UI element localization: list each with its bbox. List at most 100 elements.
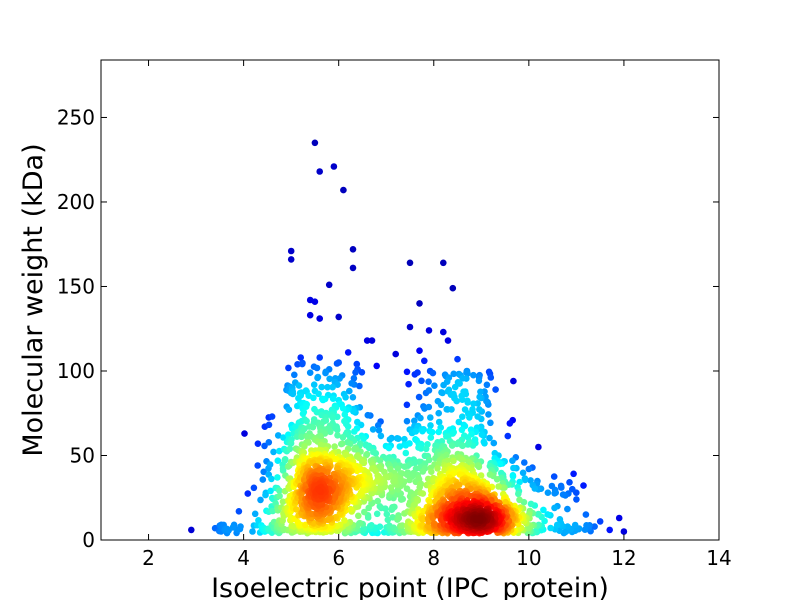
scatter-point: [375, 427, 383, 434]
scatter-point: [229, 524, 237, 531]
scatter-point: [349, 246, 357, 253]
scatter-point: [287, 440, 295, 447]
scatter-point: [475, 463, 483, 471]
scatter-point: [476, 393, 483, 401]
scatter-point: [510, 377, 517, 385]
scatter-point: [327, 428, 334, 436]
scatter-point: [241, 430, 248, 437]
scatter-point: [374, 422, 382, 429]
scatter-point: [581, 526, 589, 533]
scatter-point: [425, 456, 433, 464]
scatter-point: [492, 386, 499, 393]
scatter-point: [406, 259, 414, 267]
scatter-point: [534, 511, 542, 518]
scatter-point: [487, 419, 494, 427]
scatter-point: [348, 380, 355, 387]
scatter-point: [339, 405, 347, 412]
scatter-point: [591, 523, 598, 530]
scatter-point: [251, 510, 259, 518]
scatter-point: [464, 370, 471, 377]
x-tick-label: 14: [706, 546, 731, 570]
scatter-point: [309, 423, 317, 431]
scatter-point: [365, 444, 373, 452]
scatter-point: [373, 362, 381, 370]
scatter-point: [496, 460, 504, 468]
scatter-point: [287, 247, 295, 255]
scatter-point: [360, 459, 368, 467]
scatter-point: [428, 428, 436, 436]
scatter-point: [338, 440, 345, 448]
scatter-point: [339, 434, 347, 441]
scatter-point: [401, 463, 409, 471]
scatter-point: [455, 418, 463, 426]
scatter-point: [415, 393, 423, 401]
scatter-point: [341, 417, 348, 425]
scatter-point: [310, 381, 318, 389]
x-tick-label: 2: [142, 546, 155, 570]
scatter-point: [550, 473, 558, 480]
scatter-point: [544, 511, 551, 518]
scatter-point: [315, 390, 322, 398]
scatter-point: [289, 390, 297, 398]
scatter-point: [485, 411, 492, 418]
scatter-point: [287, 256, 295, 263]
scatter-point: [493, 476, 501, 483]
scatter-point: [419, 516, 427, 523]
scatter-point: [340, 186, 347, 194]
scatter-point: [316, 487, 323, 494]
scatter-point: [265, 421, 273, 429]
scatter-point: [425, 387, 433, 394]
scatter-point: [373, 510, 381, 518]
scatter-point: [428, 468, 435, 476]
y-axis-title: Molecular weight (kDa): [18, 143, 49, 456]
scatter-point: [391, 503, 398, 511]
scatter-point: [510, 464, 517, 472]
y-tick-label: 250: [57, 105, 95, 129]
scatter-point: [427, 434, 435, 441]
scatter-point: [317, 441, 325, 449]
scatter-point: [596, 518, 604, 525]
scatter-point: [276, 487, 283, 494]
scatter-point: [459, 456, 467, 464]
scatter-point: [431, 382, 438, 390]
scatter-point: [425, 403, 433, 411]
scatter-point: [427, 422, 434, 429]
scatter-point: [425, 378, 432, 386]
scatter-point: [342, 394, 349, 401]
scatter-point: [260, 468, 268, 476]
scatter-point: [254, 440, 262, 448]
x-axis-title: Isoelectric point (IPC_protein): [211, 573, 609, 600]
scatter-point: [286, 445, 294, 453]
scatter-point: [254, 462, 261, 469]
scatter-point: [411, 417, 418, 425]
scatter-point: [412, 428, 420, 435]
scatter-point: [350, 375, 358, 382]
scatter-point: [350, 408, 357, 415]
scatter-point: [403, 401, 411, 409]
scatter-point: [394, 465, 402, 472]
scatter-point: [298, 360, 306, 368]
scatter-point: [521, 459, 528, 466]
scatter-point: [257, 496, 264, 504]
scatter-point: [314, 374, 321, 382]
scatter-point: [416, 300, 423, 307]
scatter-point: [439, 389, 446, 397]
scatter-point: [519, 469, 527, 477]
scatter-point: [421, 357, 428, 365]
scatter-point: [406, 440, 413, 447]
scatter-point: [448, 442, 456, 449]
scatter-point: [347, 440, 354, 448]
scatter-point: [262, 491, 269, 499]
scatter-point: [331, 424, 339, 432]
scatter-point: [470, 371, 477, 379]
scatter-point: [279, 467, 287, 474]
scatter-point: [419, 427, 426, 435]
scatter-point: [352, 369, 359, 376]
scatter-point: [527, 500, 535, 508]
scatter-point: [376, 484, 384, 492]
scatter-point: [582, 511, 590, 518]
scatter-point: [402, 449, 410, 457]
scatter-point: [274, 457, 282, 465]
scatter-point: [326, 375, 333, 383]
scatter-point: [392, 350, 400, 358]
